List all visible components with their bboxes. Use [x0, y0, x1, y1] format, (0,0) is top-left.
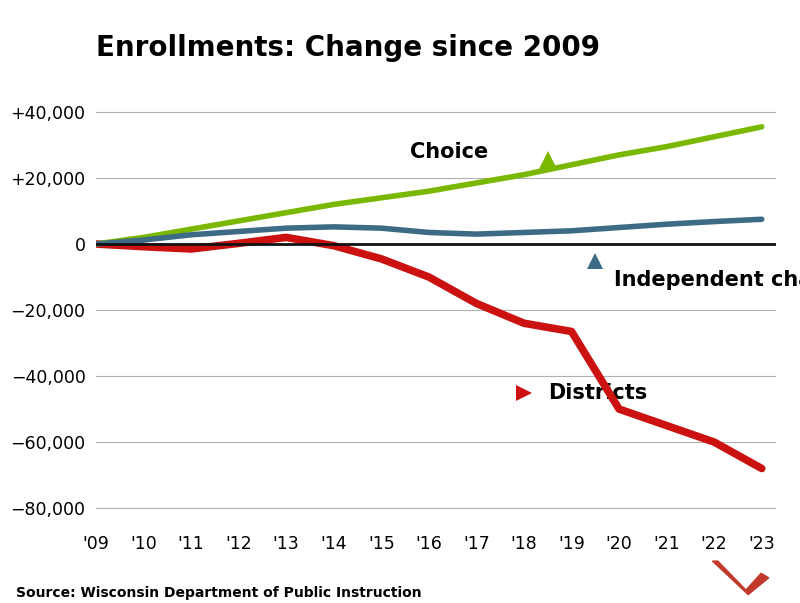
Text: Independent charters: Independent charters [614, 270, 800, 291]
Polygon shape [713, 561, 769, 595]
Text: Source: Wisconsin Department of Public Instruction: Source: Wisconsin Department of Public I… [16, 586, 422, 600]
Text: Districts: Districts [548, 382, 647, 403]
Polygon shape [713, 557, 776, 595]
Text: Enrollments: Change since 2009: Enrollments: Change since 2009 [96, 34, 600, 62]
Text: Choice: Choice [410, 142, 488, 162]
